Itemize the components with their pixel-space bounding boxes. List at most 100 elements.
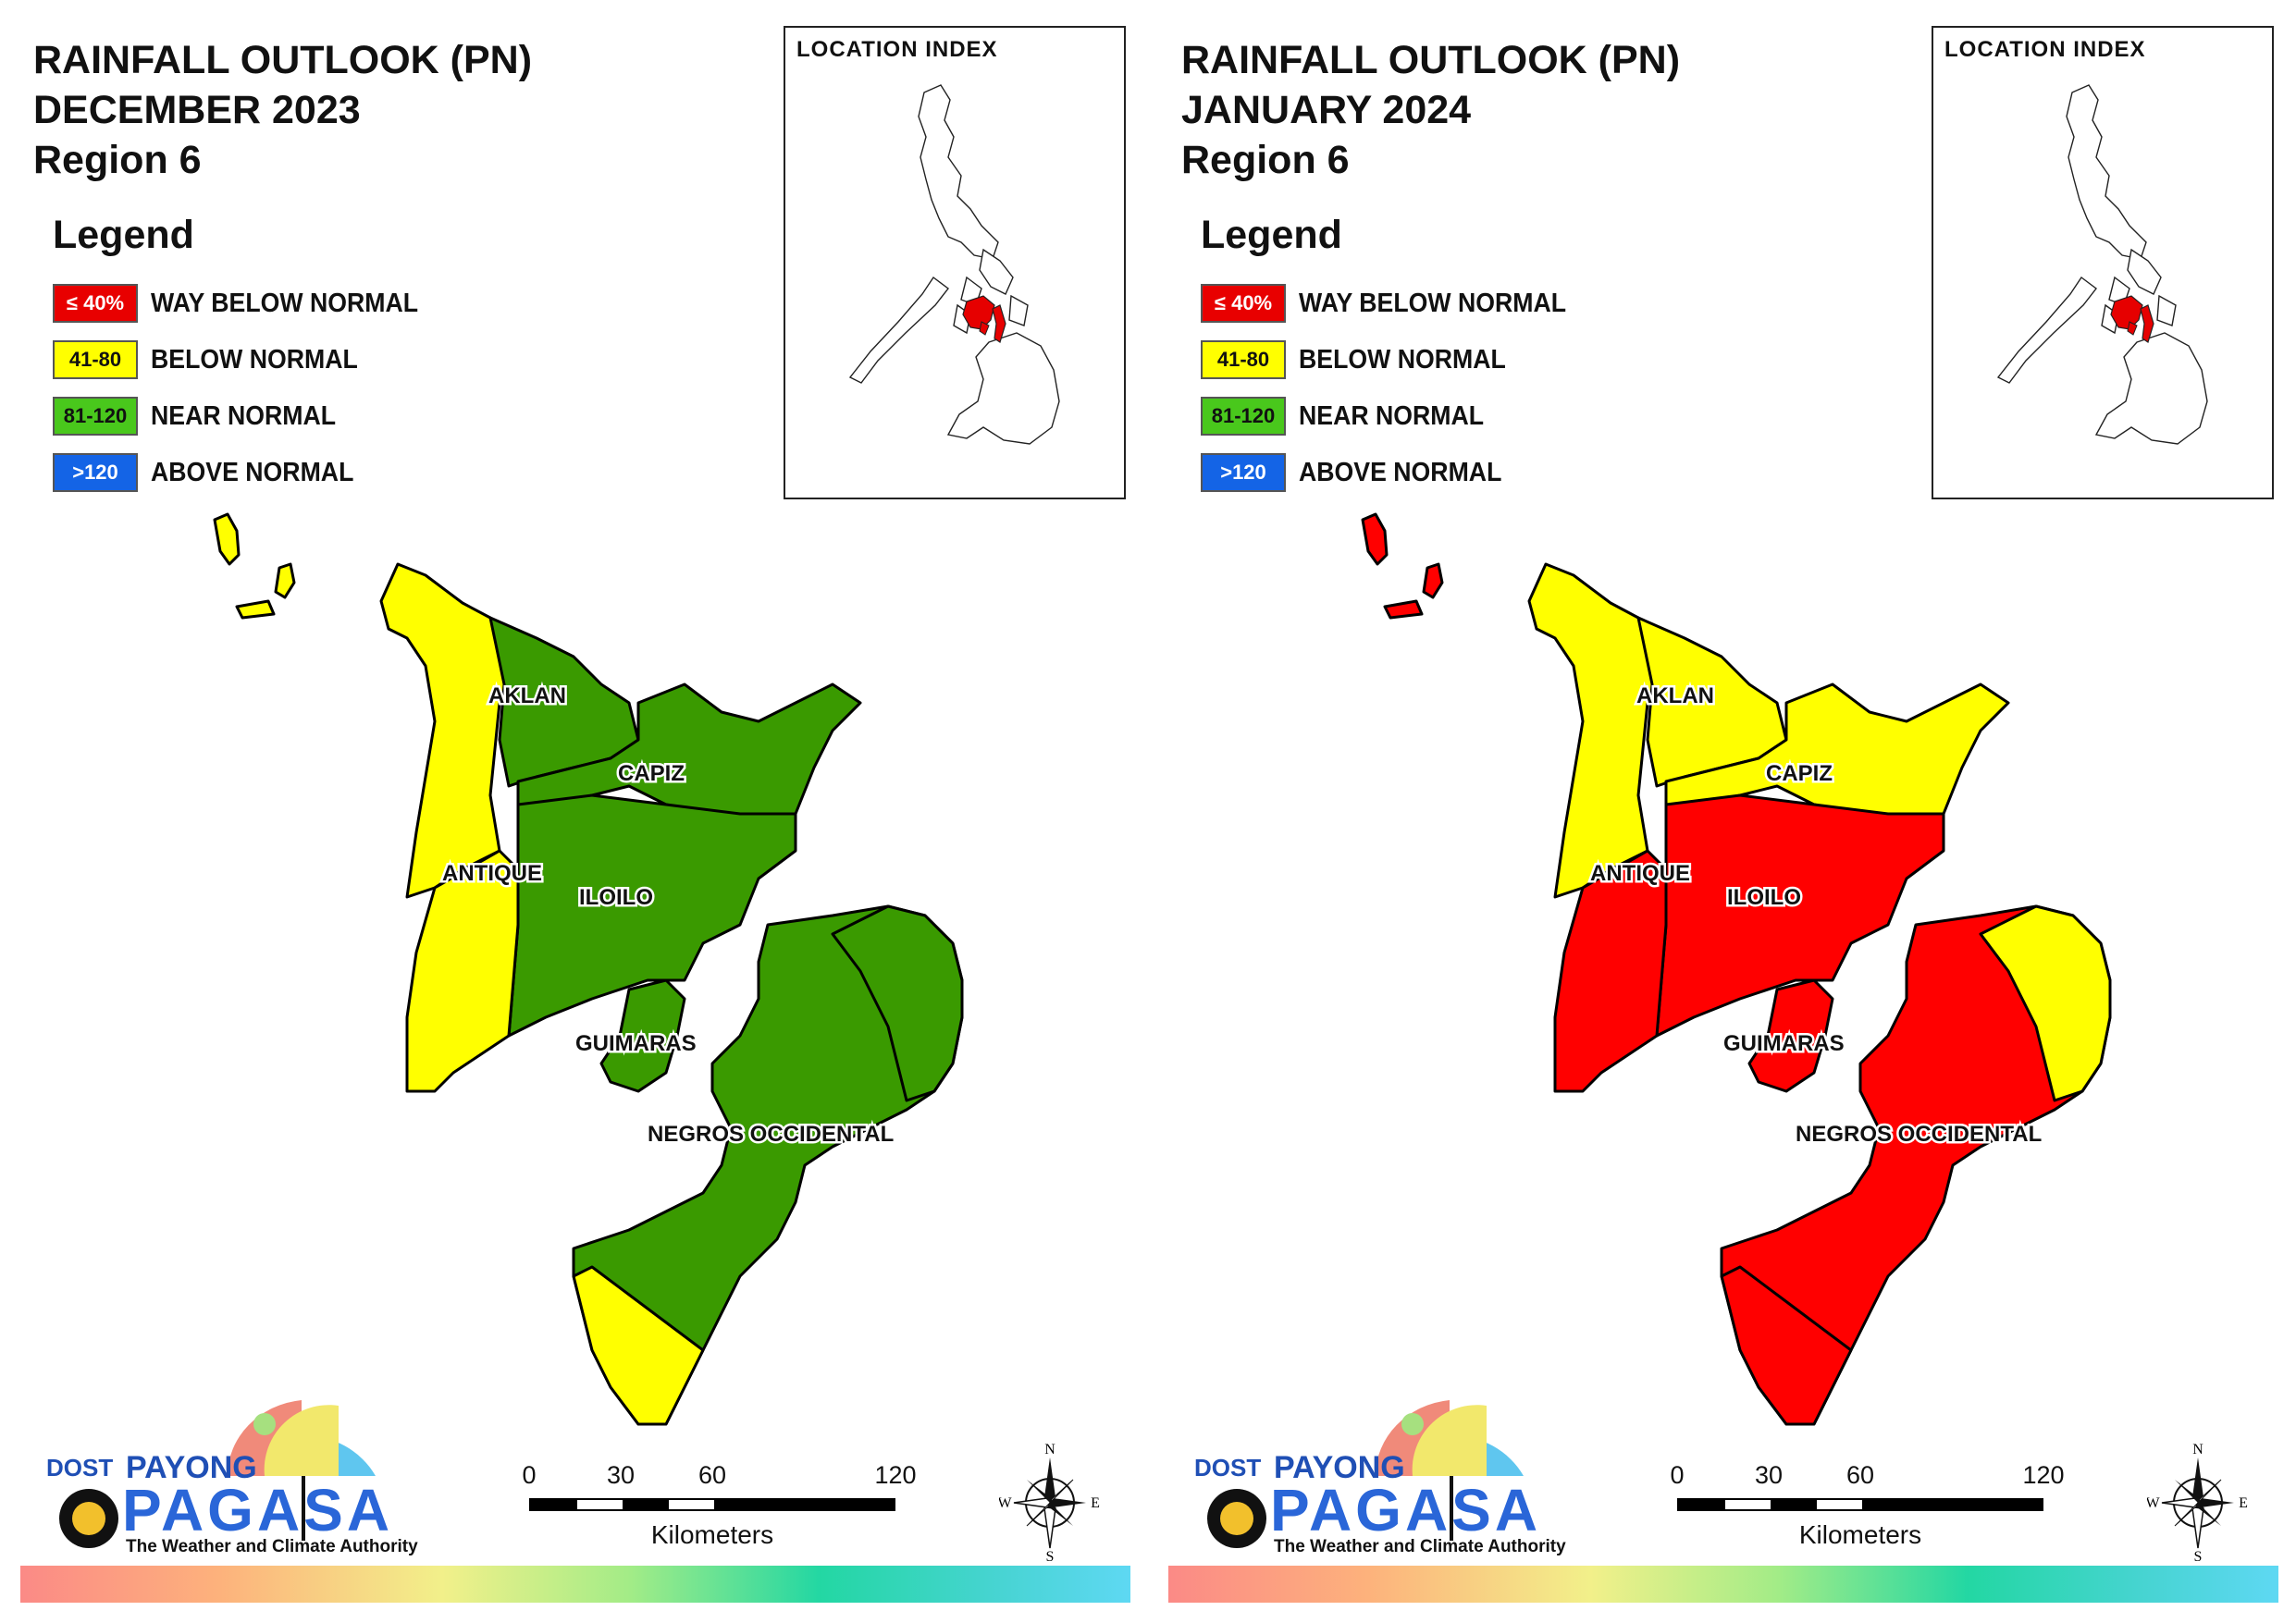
philippines-outline-map (1996, 84, 2208, 445)
scale-tick: 30 (1754, 1461, 1784, 1489)
legend-item-below: 41-80 BELOW NORMAL (1201, 339, 1524, 380)
label-aklan: AKLAN (1636, 683, 1714, 708)
northern-islands (213, 512, 241, 566)
title-line-2: JANUARY 2024 (1181, 88, 1472, 132)
map-title: RAINFALL OUTLOOK (PN) DECEMBER 2023 Regi… (33, 35, 532, 185)
antique-south (405, 849, 520, 1093)
label-capiz: CAPIZ (1766, 761, 1833, 786)
antique-aklan-west (1527, 562, 1668, 899)
legend-swatch: ≤ 40% (53, 284, 138, 323)
legend-label: WAY BELOW NORMAL (1299, 288, 1567, 318)
scale-unit: Kilometers (1798, 1520, 1922, 1549)
legend-item-above: >120 ABOVE NORMAL (1201, 452, 1519, 493)
label-iloilo: ILOILO (1727, 885, 1801, 910)
legend-swatch: 41-80 (53, 340, 138, 379)
compass-rose: N S E W (2145, 1442, 2249, 1568)
legend-label: NEAR NORMAL (1299, 400, 1485, 431)
legend-label: NEAR NORMAL (151, 400, 337, 431)
title-line-3: Region 6 (33, 138, 202, 182)
pagasa-logo: DOST PAYONG PAGASA The Weather and Clima… (33, 1387, 418, 1572)
legend-item-way-below: ≤ 40% WAY BELOW NORMAL (1201, 283, 1589, 324)
dost-text: DOST (1194, 1454, 1262, 1482)
northern-islands (1383, 599, 1424, 620)
legend-swatch: 81-120 (1201, 397, 1286, 436)
scale-bar: 0 30 60 120 Kilometers (522, 1461, 934, 1554)
compass-icon: N S E W (2145, 1442, 2248, 1565)
umbrella-logo-icon (59, 1400, 376, 1548)
pagasa-text: PAGASA (1270, 1477, 1542, 1543)
guimaras-province (599, 978, 686, 1093)
antique-aklan-west (379, 562, 520, 899)
label-negros: NEGROS OCCIDENTAL (648, 1122, 894, 1147)
tagline-text: The Weather and Climate Authority (126, 1537, 418, 1556)
scale-tick: 120 (2022, 1461, 2065, 1489)
legend-item-near: 81-120 NEAR NORMAL (1201, 396, 1500, 436)
label-guimaras: GUIMARAS (1723, 1031, 1845, 1056)
legend-label: BELOW NORMAL (151, 344, 358, 375)
location-index-inset: LOCATION INDEX (1932, 26, 2274, 499)
label-antique: ANTIQUE (1590, 861, 1690, 886)
location-index-inset: LOCATION INDEX (784, 26, 1126, 499)
legend-label: ABOVE NORMAL (1299, 457, 1502, 487)
legend-heading: Legend (53, 213, 194, 257)
label-antique: ANTIQUE (442, 861, 542, 886)
guimaras-province (1747, 978, 1834, 1093)
inset-title: LOCATION INDEX (1944, 37, 2146, 62)
title-line-1: RAINFALL OUTLOOK (PN) (33, 38, 533, 82)
legend-label: BELOW NORMAL (1299, 344, 1506, 375)
legend-heading: Legend (1201, 213, 1342, 257)
compass-e: E (2239, 1495, 2248, 1511)
pagasa-logo: DOST PAYONG PAGASA The Weather and Clima… (1181, 1387, 1566, 1572)
payong-text: PAYONG (1274, 1450, 1405, 1485)
legend-swatch: 81-120 (53, 397, 138, 436)
pagasa-text: PAGASA (122, 1477, 394, 1543)
region-6-map: AKLAN CAPIZ ANTIQUE ILOILO GUIMARAS NEGR… (1361, 512, 2112, 1426)
scale-tick: 0 (522, 1461, 537, 1489)
inset-title: LOCATION INDEX (796, 37, 998, 62)
umbrella-logo-icon (1207, 1400, 1524, 1548)
compass-w: W (999, 1495, 1012, 1511)
legend-swatch: >120 (53, 453, 138, 492)
northern-islands (1361, 512, 1389, 566)
legend-swatch: 41-80 (1201, 340, 1286, 379)
scale-tick: 0 (1670, 1461, 1685, 1489)
label-aklan: AKLAN (488, 683, 566, 708)
legend-swatch: ≤ 40% (1201, 284, 1286, 323)
gradient-footer-strip (20, 1566, 1130, 1603)
payong-text: PAYONG (126, 1450, 257, 1485)
legend-item-way-below: ≤ 40% WAY BELOW NORMAL (53, 283, 441, 324)
label-capiz: CAPIZ (618, 761, 685, 786)
title-line-3: Region 6 (1181, 138, 1350, 182)
scale-tick: 60 (1845, 1461, 1875, 1489)
compass-n: N (2192, 1443, 2203, 1457)
legend-label: WAY BELOW NORMAL (151, 288, 419, 318)
label-iloilo: ILOILO (579, 885, 653, 910)
compass-icon: N S E W (997, 1442, 1099, 1565)
negros-northeast (1979, 904, 2112, 1102)
philippines-outline-map (848, 84, 1060, 445)
compass-w: W (2147, 1495, 2160, 1511)
compass-s: S (1046, 1549, 1055, 1563)
scale-tick: 60 (697, 1461, 727, 1489)
scale-unit: Kilometers (650, 1520, 774, 1549)
scale-tick: 30 (606, 1461, 636, 1489)
compass-rose: N S E W (997, 1442, 1101, 1568)
scale-tick: 120 (874, 1461, 917, 1489)
scale-bar-graphic (529, 1498, 895, 1511)
compass-s: S (2194, 1549, 2203, 1563)
northern-islands (235, 599, 276, 620)
dost-text: DOST (46, 1454, 114, 1482)
scale-bar: 0 30 60 120 Kilometers (1670, 1461, 2082, 1554)
antique-south (1553, 849, 1668, 1093)
legend-item-near: 81-120 NEAR NORMAL (53, 396, 352, 436)
negros-south (572, 1265, 705, 1426)
negros-south (1720, 1265, 1853, 1426)
title-line-2: DECEMBER 2023 (33, 88, 361, 132)
label-guimaras: GUIMARAS (575, 1031, 697, 1056)
map-title: RAINFALL OUTLOOK (PN) JANUARY 2024 Regio… (1181, 35, 1680, 185)
scale-bar-graphic (1677, 1498, 2043, 1511)
title-line-1: RAINFALL OUTLOOK (PN) (1181, 38, 1681, 82)
region-6-map: AKLAN CAPIZ ANTIQUE ILOILO GUIMARAS NEGR… (213, 512, 964, 1426)
gradient-footer-strip (1168, 1566, 2278, 1603)
northern-islands (1422, 562, 1444, 599)
